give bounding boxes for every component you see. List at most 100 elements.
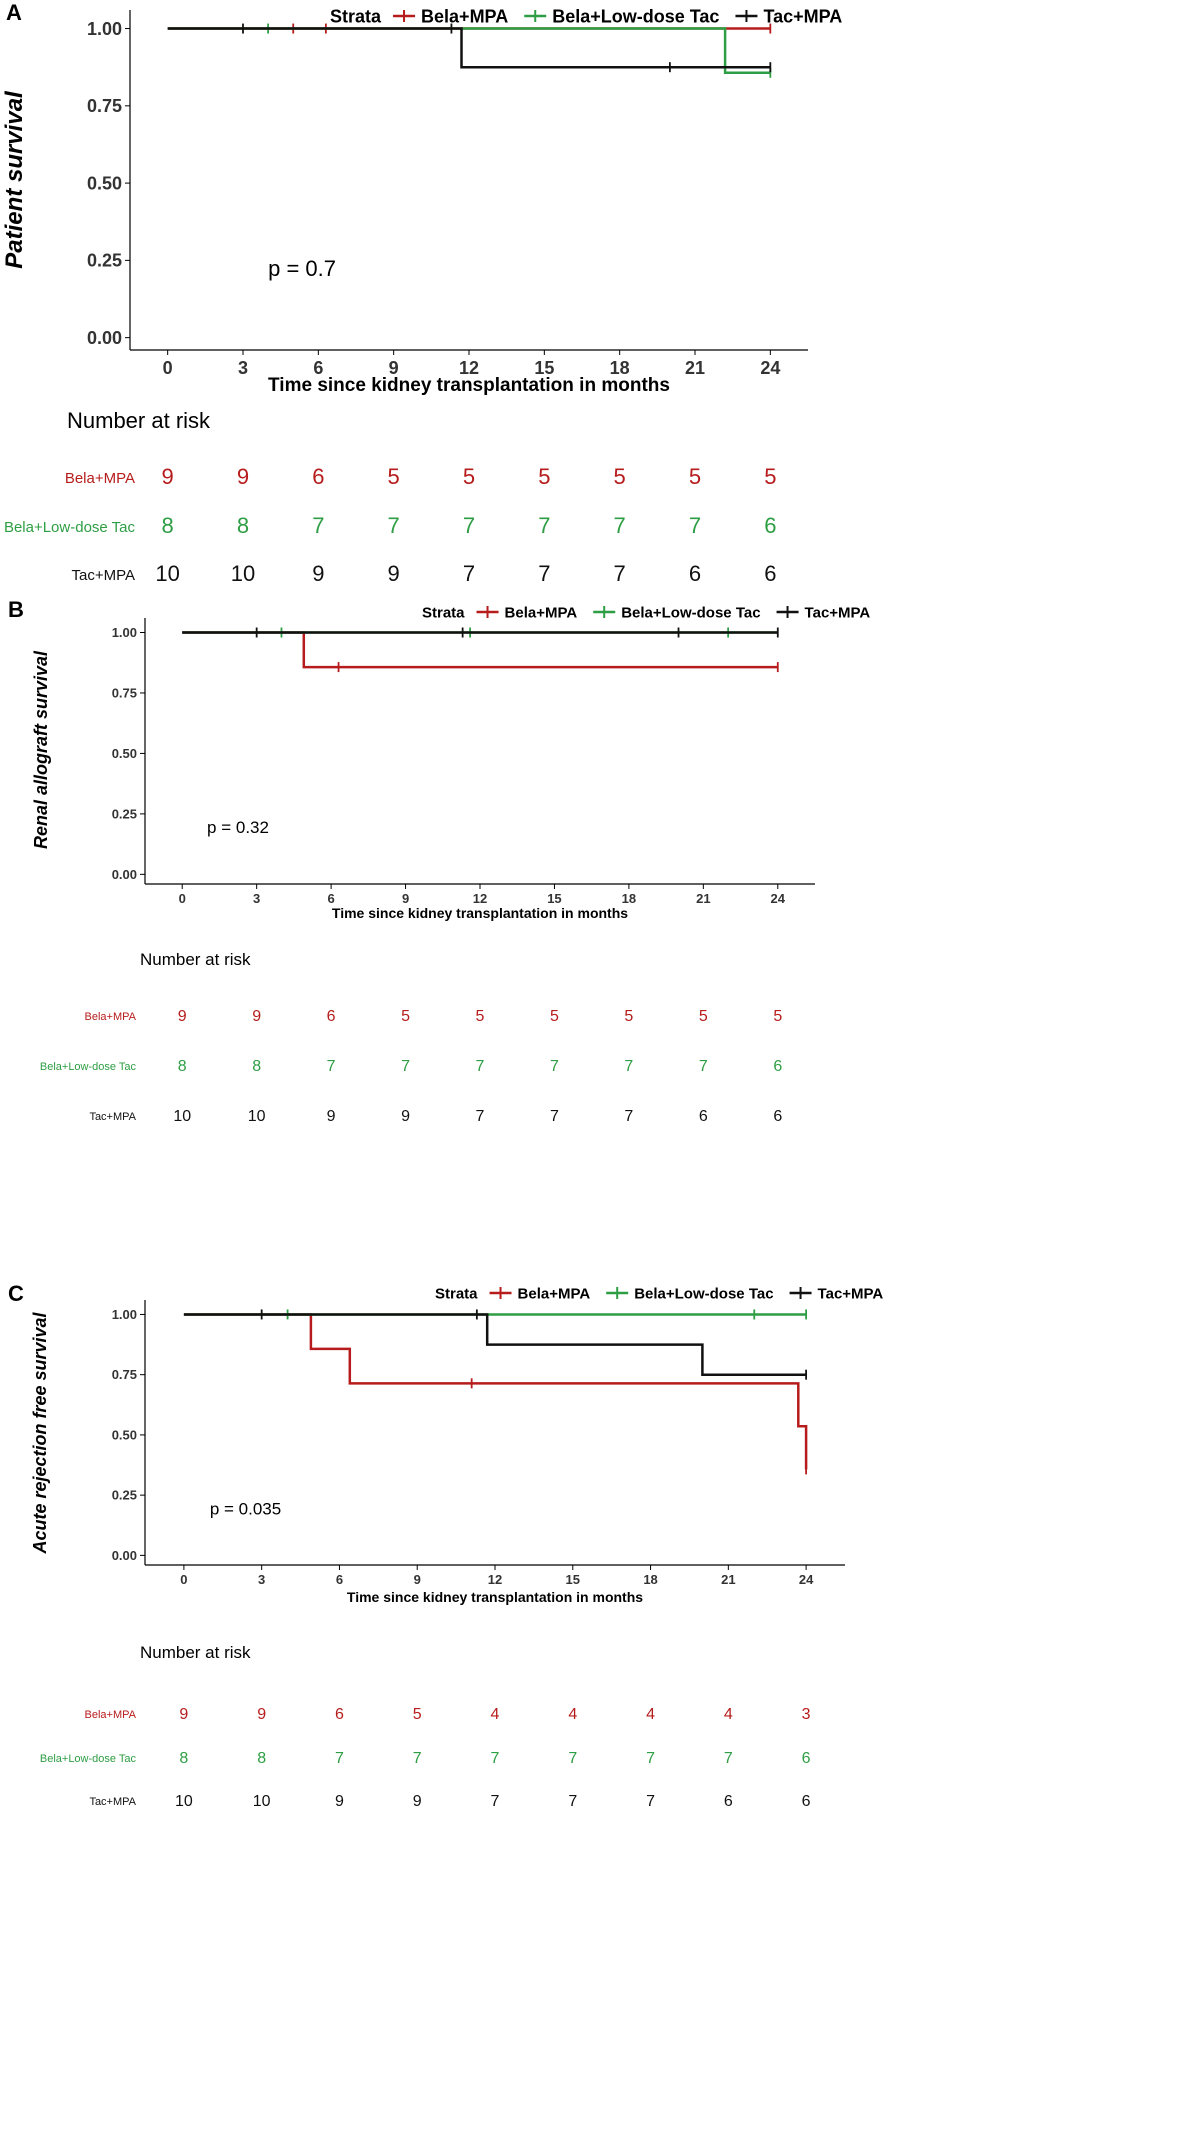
panel-c-risk-value-0: 4 <box>646 1706 655 1723</box>
panel-c-curve-0 <box>183 1313 808 1470</box>
panel-b-x-tick-label: 21 <box>696 891 710 906</box>
panel-c-x-tick-label: 24 <box>799 1572 814 1587</box>
panel-a-risk-value-1: 7 <box>689 513 701 538</box>
panel-c-y-tick-label: 0.75 <box>112 1367 137 1382</box>
panel-c-risk-value-0: 3 <box>802 1706 811 1723</box>
panel-b-risk-value-2: 7 <box>624 1108 633 1125</box>
panel-b-label: B <box>8 597 24 622</box>
panel-a-risk-value-0: 5 <box>463 464 475 489</box>
panel-a-legend-label-0: Bela+MPA <box>421 6 508 26</box>
panel-b-x-tick-label: 12 <box>473 891 487 906</box>
panel-b-risk-value-2: 7 <box>476 1108 485 1125</box>
panel-c-p-value: p = 0.035 <box>210 1499 281 1518</box>
panel-b-y-tick-label: 1.00 <box>112 625 137 640</box>
panel-c-risk-value-1: 6 <box>802 1750 811 1767</box>
panel-a-risk-value-2: 7 <box>463 561 475 586</box>
panel-c-legend-label-2: Tac+MPA <box>818 1285 884 1302</box>
panel-b-risk-value-0: 5 <box>550 1008 559 1025</box>
panel-a-x-axis-title: Time since kidney transplantation in mon… <box>268 375 670 396</box>
panel-a-risk-value-1: 6 <box>764 513 776 538</box>
panel-c-risk-value-2: 9 <box>335 1793 344 1810</box>
panel-a-y-tick-label: 0.75 <box>87 96 122 116</box>
panel-b-risk-value-0: 9 <box>252 1008 261 1025</box>
panel-b-risk-value-2: 9 <box>327 1108 336 1125</box>
panel-b-risk-value-1: 7 <box>401 1058 410 1075</box>
panel-c-risk-value-0: 6 <box>335 1706 344 1723</box>
panel-a-x-tick-label: 0 <box>163 358 173 378</box>
panel-c-risk-value-2: 6 <box>724 1793 733 1810</box>
panel-b-risk-value-2: 10 <box>248 1108 266 1125</box>
panel-c-y-tick-label: 0.00 <box>112 1548 137 1563</box>
panel-b-x-tick-label: 24 <box>771 891 786 906</box>
panel-c-risk-value-0: 9 <box>179 1706 188 1723</box>
panel-b-risk-value-2: 6 <box>773 1108 782 1125</box>
panel-b-risk-value-1: 7 <box>624 1058 633 1075</box>
panel-a-y-tick-label: 0.00 <box>87 328 122 348</box>
panel-a-risk-value-1: 8 <box>237 513 249 538</box>
panel-b-y-tick-label: 0.50 <box>112 746 137 761</box>
panel-b-y-tick-label: 0.75 <box>112 686 137 701</box>
panel-a-x-tick-label: 24 <box>760 358 780 378</box>
panel-a-curve-2 <box>167 27 771 69</box>
panel-b-legend-title: Strata <box>422 604 465 621</box>
panel-c-label: C <box>8 1281 24 1306</box>
panel-a-risk-value-1: 7 <box>463 513 475 538</box>
panel-a-risk-row-label-2: Tac+MPA <box>72 567 136 584</box>
panel-b-risk-value-0: 5 <box>773 1008 782 1025</box>
panel-c-x-tick-label: 3 <box>258 1572 265 1587</box>
panel-a-risk-table-title: Number at risk <box>67 408 211 433</box>
panel-c-risk-value-1: 7 <box>413 1750 422 1767</box>
panel-b-x-tick-label: 3 <box>253 891 260 906</box>
panel-a-p-value: p = 0.7 <box>268 256 336 281</box>
panel-c-risk-value-1: 7 <box>724 1750 733 1767</box>
panel-a-risk-row-label-1: Bela+Low-dose Tac <box>4 519 136 536</box>
panel-c-x-tick-label: 18 <box>643 1572 657 1587</box>
panel-b-y-tick-label: 0.25 <box>112 806 137 821</box>
panel-b-risk-value-1: 6 <box>773 1058 782 1075</box>
panel-b-x-tick-label: 6 <box>327 891 334 906</box>
panel-c-risk-value-0: 4 <box>568 1706 577 1723</box>
panel-c-x-tick-label: 12 <box>488 1572 502 1587</box>
panel-c-risk-value-1: 8 <box>179 1750 188 1767</box>
panel-c-x-tick-label: 6 <box>336 1572 343 1587</box>
panel-c-risk-value-2: 7 <box>491 1793 500 1810</box>
panel-c-x-tick-label: 21 <box>721 1572 735 1587</box>
panel-a-x-tick-label: 12 <box>459 358 479 378</box>
panel-c-legend-title: Strata <box>435 1285 478 1302</box>
panel-c-risk-value-1: 7 <box>646 1750 655 1767</box>
panel-a-risk-value-0: 5 <box>388 464 400 489</box>
panel-b-risk-value-1: 7 <box>699 1058 708 1075</box>
panel-b-x-tick-label: 0 <box>179 891 186 906</box>
panel-a-risk-value-0: 5 <box>538 464 550 489</box>
panel-a-risk-value-0: 9 <box>162 464 174 489</box>
panel-c-risk-row-label-1: Bela+Low-dose Tac <box>40 1753 137 1765</box>
panel-c-risk-value-0: 4 <box>491 1706 500 1723</box>
panel-a-risk-value-1: 7 <box>312 513 324 538</box>
panel-a-risk-value-0: 9 <box>237 464 249 489</box>
panel-b-legend-label-1: Bela+Low-dose Tac <box>621 604 760 621</box>
panel-c-x-tick-label: 0 <box>180 1572 187 1587</box>
panel-c-risk-value-0: 4 <box>724 1706 733 1723</box>
panel-a-risk-value-2: 7 <box>538 561 550 586</box>
panel-b-risk-value-2: 6 <box>699 1108 708 1125</box>
panel-b-risk-value-1: 7 <box>550 1058 559 1075</box>
panel-b-p-value: p = 0.32 <box>207 818 269 837</box>
panel-a-risk-value-2: 9 <box>388 561 400 586</box>
panel-a-label: A <box>6 0 22 25</box>
panel-a-risk-value-1: 7 <box>388 513 400 538</box>
panel-b-risk-value-1: 8 <box>252 1058 261 1075</box>
panel-a-risk-row-label-0: Bela+MPA <box>65 470 135 487</box>
panel-a-risk-value-2: 10 <box>155 561 179 586</box>
panel-a-y-tick-label: 1.00 <box>87 19 122 39</box>
panel-b-risk-value-0: 6 <box>327 1008 336 1025</box>
panel-b-risk-value-0: 5 <box>699 1008 708 1025</box>
panel-a-risk-value-2: 6 <box>764 561 776 586</box>
panel-a-risk-value-2: 6 <box>689 561 701 586</box>
panel-c-risk-value-1: 7 <box>491 1750 500 1767</box>
panel-a-x-tick-label: 15 <box>534 358 554 378</box>
panel-a-risk-value-2: 7 <box>614 561 626 586</box>
panel-c-y-axis-title: Acute rejection free survival <box>30 1311 50 1554</box>
panel-a-y-tick-label: 0.50 <box>87 173 122 193</box>
panel-a-risk-value-1: 7 <box>538 513 550 538</box>
panel-a-risk-value-0: 6 <box>312 464 324 489</box>
